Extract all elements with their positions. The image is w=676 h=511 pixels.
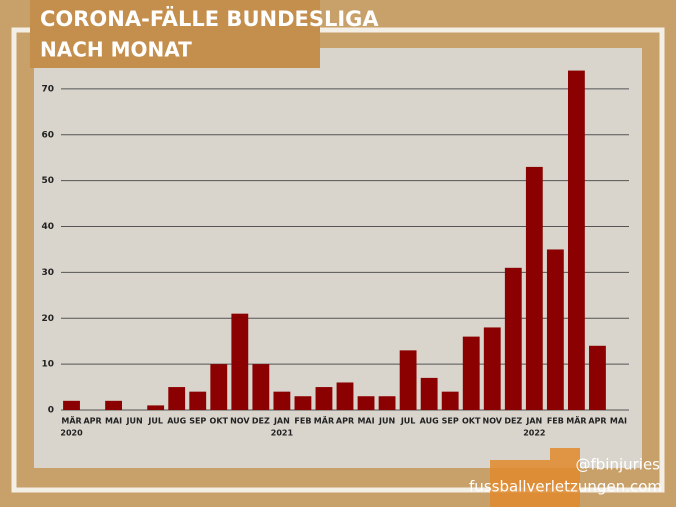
bar <box>210 364 228 410</box>
bar <box>105 400 123 410</box>
bar <box>567 70 585 410</box>
bar <box>252 364 270 410</box>
bar <box>378 396 396 410</box>
y-tick-label: 40 <box>41 222 54 232</box>
x-tick-label: JAN <box>525 417 542 426</box>
x-tick-label: MÄR <box>61 416 81 426</box>
y-tick-label: 20 <box>41 314 54 324</box>
bar <box>525 166 543 410</box>
x-tick-label: NOV <box>483 417 503 426</box>
x-tick-label: NOV <box>230 417 250 426</box>
bar <box>483 327 501 410</box>
x-tick-label: JUL <box>147 417 163 426</box>
logo-shape <box>490 448 580 507</box>
x-tick-label: FEB <box>294 417 311 426</box>
x-tick-label: DEZ <box>252 417 270 426</box>
x-tick-label: DEZ <box>504 417 522 426</box>
bar <box>336 382 354 410</box>
x-tick-label: APR <box>336 417 354 426</box>
bar <box>231 313 249 410</box>
year-label: 2020 <box>60 429 83 438</box>
bar <box>189 391 207 410</box>
x-tick-label: MÄR <box>566 416 586 426</box>
handle: @fbinjuries <box>575 456 660 474</box>
bar <box>546 249 564 410</box>
x-tick-label: AUG <box>167 417 186 426</box>
title-box <box>30 0 320 68</box>
y-tick-label: 60 <box>41 130 54 140</box>
bar <box>168 387 186 410</box>
x-tick-label: MAI <box>105 417 122 426</box>
x-tick-label: OKT <box>210 417 229 426</box>
x-tick-label: MÄR <box>314 416 334 426</box>
bar <box>147 405 165 410</box>
bar <box>420 377 438 410</box>
x-tick-label: MAI <box>610 417 627 426</box>
x-tick-label: JUN <box>126 417 143 426</box>
y-tick-label: 70 <box>41 84 54 94</box>
bar <box>273 391 291 410</box>
bar <box>504 267 522 410</box>
chart-title: CORONA-FÄLLE BUNDESLIGA <box>40 6 379 31</box>
y-tick-label: 0 <box>48 406 54 416</box>
bar <box>357 396 375 410</box>
x-tick-label: MAI <box>357 417 374 426</box>
x-tick-label: OKT <box>462 417 481 426</box>
x-tick-label: SEP <box>189 417 206 426</box>
bar <box>294 396 312 410</box>
frame <box>11 27 665 493</box>
x-tick-label: APR <box>83 417 101 426</box>
x-tick-label: JUL <box>400 417 416 426</box>
bar <box>315 387 333 410</box>
bar <box>462 336 480 410</box>
x-tick-label: AUG <box>420 417 439 426</box>
x-tick-label: SEP <box>442 417 459 426</box>
x-tick-label: JUN <box>378 417 395 426</box>
year-label: 2022 <box>523 429 545 438</box>
y-tick-label: 30 <box>41 268 54 278</box>
bar <box>399 350 417 410</box>
bar <box>589 345 606 410</box>
chart-subtitle: NACH MONAT <box>40 38 192 62</box>
x-tick-label: FEB <box>547 417 564 426</box>
x-tick-label: JAN <box>273 417 290 426</box>
y-tick-label: 50 <box>41 176 54 186</box>
website: fussballverletzungen.com <box>469 478 662 496</box>
x-tick-label: APR <box>588 417 606 426</box>
year-label: 2021 <box>271 429 294 438</box>
y-tick-label: 10 <box>41 360 54 370</box>
bar <box>63 400 80 410</box>
bar <box>441 391 459 410</box>
